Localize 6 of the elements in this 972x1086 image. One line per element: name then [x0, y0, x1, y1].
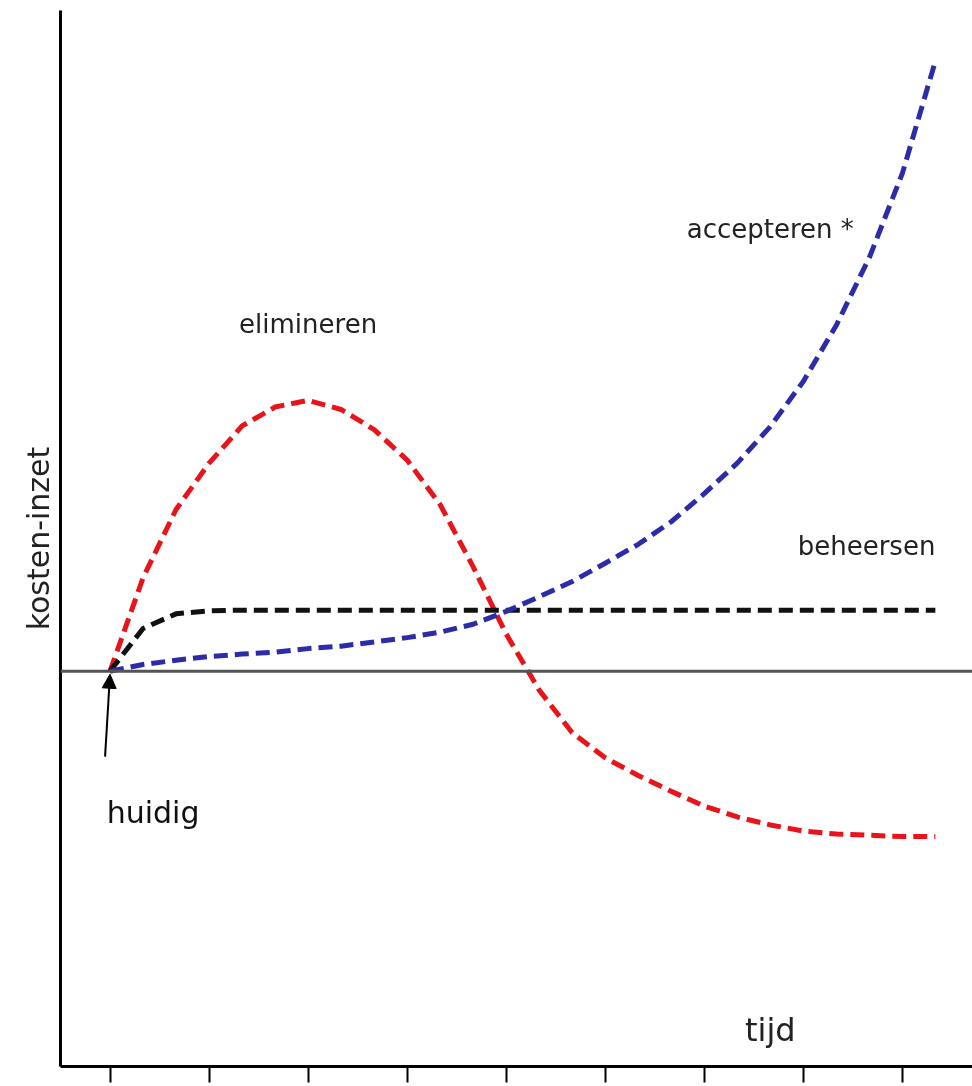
text: elimineren: [239, 309, 378, 340]
series-label: accepteren *: [686, 213, 854, 244]
y-axis-title: kosten-inzet: [20, 446, 56, 631]
text: tijd: [744, 1011, 796, 1050]
annotation: huidig: [106, 794, 200, 830]
series-label: beheersen: [797, 531, 936, 562]
